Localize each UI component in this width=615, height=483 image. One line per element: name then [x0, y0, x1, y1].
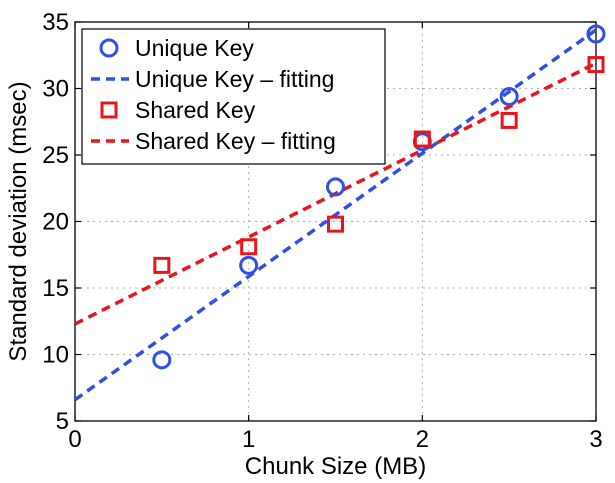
unique-key-point: [239, 255, 259, 275]
legend-label: Shared Key: [135, 97, 256, 123]
shared-key-point: [327, 215, 344, 233]
legend-item: Unique Key: [99, 35, 254, 61]
legend-label: Shared Key – fitting: [135, 128, 336, 154]
x-tick-label: 2: [416, 426, 429, 453]
y-tick-label: 20: [42, 209, 69, 236]
unique-key-point: [499, 86, 519, 106]
legend-item: Unique Key – fitting: [91, 66, 334, 92]
y-tick-label: 35: [42, 9, 69, 36]
legend-circle-marker: [99, 38, 119, 58]
y-axis-label: Standard deviation (msec): [5, 81, 32, 361]
shared-key-point: [153, 256, 171, 274]
y-tick-label: 15: [42, 275, 69, 302]
shared-key-point: [240, 238, 258, 256]
legend-item: Shared Key: [100, 97, 256, 123]
data-points: [152, 24, 606, 370]
unique-key-point: [326, 177, 345, 197]
legend-label: Unique Key: [135, 35, 254, 61]
y-tick-label: 30: [42, 76, 69, 103]
legend-square-marker: [100, 101, 118, 119]
legend-box: [81, 28, 386, 165]
y-tick-label: 25: [42, 142, 69, 169]
y-tick-label: 5: [56, 408, 69, 435]
shared-key-point: [587, 56, 605, 74]
legend-item: Shared Key – fitting: [91, 128, 336, 154]
unique-key-fit-line: [75, 28, 596, 402]
shared-key-point: [413, 130, 431, 148]
legend: Unique Key Unique Key – fitting Shared Key…: [81, 28, 386, 165]
unique-key-point: [586, 24, 606, 44]
plot-area: [75, 24, 606, 402]
x-tick-label: 1: [242, 426, 255, 453]
shared-key-point: [500, 111, 518, 129]
x-tick-label: 0: [68, 426, 81, 453]
x-axis-label: Chunk Size (MB): [245, 453, 426, 480]
x-tick-label: 3: [589, 426, 602, 453]
unique-key-point: [152, 350, 172, 370]
legend-label: Unique Key – fitting: [135, 66, 334, 92]
y-tick-label: 10: [42, 342, 69, 369]
